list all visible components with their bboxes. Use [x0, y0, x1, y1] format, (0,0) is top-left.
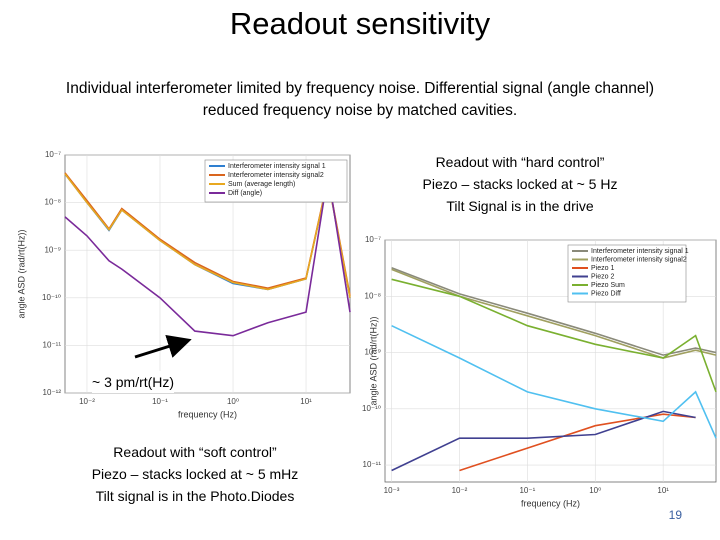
- y-tick-label: 10⁻¹¹: [43, 341, 62, 350]
- legend-label: Piezo 1: [591, 265, 614, 272]
- x-tick-label: 10⁰: [227, 397, 239, 406]
- legend-label: Interferometer intensity signal2: [591, 256, 687, 263]
- series-line: [391, 324, 717, 439]
- x-tick-label: 10⁰: [589, 486, 601, 495]
- x-tick-label: 10¹: [300, 397, 312, 406]
- note-line: Readout with “hard control”: [435, 154, 605, 170]
- x-tick-label: 10⁻³: [384, 486, 400, 495]
- legend-label: Piezo Diff: [591, 290, 621, 297]
- x-tick-label: 10⁻²: [79, 397, 95, 406]
- series-line: [391, 267, 717, 356]
- x-tick-label: 10⁻¹: [152, 397, 168, 406]
- x-axis-label: frequency (Hz): [178, 409, 237, 419]
- series-line: [391, 410, 696, 472]
- x-axis-label: frequency (Hz): [521, 498, 580, 508]
- note-line: Piezo – stacks locked at ~ 5 mHz: [91, 466, 299, 482]
- y-tick-label: 10⁻¹⁰: [42, 293, 61, 302]
- y-tick-label: 10⁻⁹: [364, 348, 381, 357]
- x-tick-label: 10⁻²: [452, 486, 468, 495]
- series-line: [459, 413, 696, 472]
- y-tick-label: 10⁻¹⁰: [362, 404, 381, 413]
- legend-label: Piezo 2: [591, 273, 614, 280]
- legend-label: Piezo Sum: [591, 282, 625, 289]
- y-tick-label: 10⁻¹²: [43, 388, 62, 397]
- note-line: Tilt Signal is in the drive: [446, 198, 594, 214]
- y-tick-label: 10⁻¹¹: [363, 460, 382, 469]
- note-line: Readout with “soft control”: [113, 444, 277, 460]
- slide-title: Readout sensitivity: [229, 6, 491, 41]
- y-axis-label: angle ASD (rad/rt(Hz)): [16, 229, 26, 318]
- slide-subtitle: Individual interferometer limited by fre…: [65, 80, 655, 119]
- series-line: [64, 173, 351, 298]
- y-tick-label: 10⁻⁸: [45, 198, 62, 207]
- legend-label: Interferometer intensity signal 1: [591, 248, 689, 255]
- legend-label: Interferometer intensity signal 1: [228, 163, 326, 170]
- legend-box: [204, 159, 348, 203]
- y-tick-label: 10⁻⁷: [45, 150, 61, 159]
- legend-label: Diff (angle): [228, 190, 262, 197]
- callout-text: ~ 3 pm/rt(Hz): [92, 371, 175, 393]
- x-tick-label: 10⁻¹: [519, 486, 535, 495]
- hard-control-note: Readout with “hard control” Piezo – stac…: [395, 151, 645, 217]
- soft-control-note: Readout with “soft control” Piezo – stac…: [60, 441, 330, 507]
- legend-label: Interferometer intensity signal2: [228, 172, 324, 179]
- y-tick-label: 10⁻⁸: [365, 291, 382, 300]
- y-tick-label: 10⁻⁷: [365, 235, 381, 244]
- series-line: [64, 173, 351, 337]
- y-axis-label: angle ASD (rad/rt(Hz)): [368, 316, 378, 405]
- y-tick-label: 10⁻⁹: [44, 245, 61, 254]
- legend-label: Sum (average length): [228, 181, 295, 188]
- callout-arrow: [134, 334, 192, 359]
- series-line: [391, 278, 717, 393]
- note-line: Piezo – stacks locked at ~ 5 Hz: [422, 176, 618, 192]
- note-line: Tilt signal is in the Photo.Diodes: [95, 488, 295, 504]
- x-tick-label: 10¹: [657, 486, 669, 495]
- page-number: 19: [668, 508, 682, 522]
